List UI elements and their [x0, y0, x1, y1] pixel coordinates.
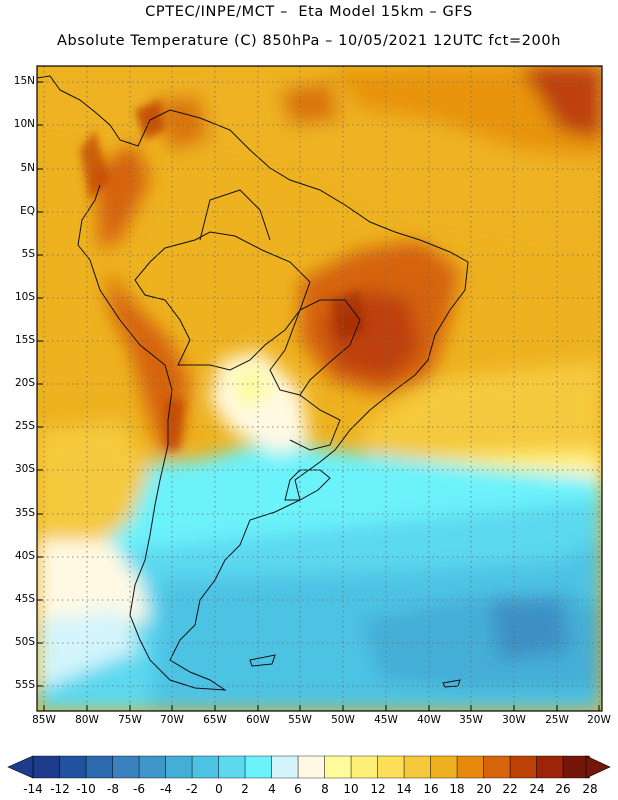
lon-label: 30W [502, 714, 526, 726]
colorbar-label: 2 [241, 782, 249, 796]
colorbar-label: 16 [423, 782, 439, 796]
colorbar-swatch [112, 755, 140, 779]
colorbar-swatch [297, 755, 325, 779]
lat-label: 15S [14, 334, 35, 346]
lat-label: 25S [14, 420, 35, 432]
lat-label: 45S [14, 593, 35, 605]
colorbar-label: 6 [294, 782, 302, 796]
colorbar-low-arrow [7, 755, 34, 779]
lat-label: 15N [13, 75, 35, 87]
lat-label: 10S [14, 291, 35, 303]
lat-label: EQ [20, 205, 35, 217]
colorbar-label: 20 [476, 782, 492, 796]
graticule [37, 66, 602, 711]
lon-label: 85W [32, 714, 56, 726]
lat-label: 40S [14, 550, 35, 562]
colorbar-label: -10 [76, 782, 96, 796]
lat-label: 30S [14, 463, 35, 475]
colorbar-label: -4 [160, 782, 172, 796]
colorbar-label: -12 [50, 782, 70, 796]
axis-ticks [37, 81, 600, 711]
colorbar-label: 4 [268, 782, 276, 796]
colorbar-swatch [403, 755, 431, 779]
colorbar-swatch [32, 755, 60, 779]
colorbar-label: 26 [555, 782, 571, 796]
colorbar-swatch [350, 755, 378, 779]
lat-label: 35S [14, 507, 35, 519]
colorbar-label: -2 [186, 782, 198, 796]
colorbar-swatch [191, 755, 219, 779]
colorbar-label: 14 [396, 782, 412, 796]
lon-label: 40W [417, 714, 441, 726]
colorbar-swatch [165, 755, 193, 779]
colorbar-label: 18 [449, 782, 465, 796]
lat-label: 5S [21, 248, 35, 260]
colorbar-label: 22 [502, 782, 518, 796]
colorbar-label: -6 [133, 782, 145, 796]
lat-label: 5N [20, 162, 35, 174]
colorbar-swatch [85, 755, 113, 779]
colorbar-swatch [483, 755, 511, 779]
lon-label: 45W [374, 714, 398, 726]
lat-label: 10N [13, 118, 35, 130]
lon-label: 50W [331, 714, 355, 726]
colorbar-high-arrow [585, 755, 611, 779]
colorbar [7, 755, 611, 779]
lon-label: 80W [75, 714, 99, 726]
lon-label: 25W [545, 714, 569, 726]
colorbar-swatch [324, 755, 352, 779]
colorbar-label: 24 [529, 782, 545, 796]
colorbar-label: -14 [23, 782, 43, 796]
temperature-field [37, 66, 602, 711]
colorbar-swatch [271, 755, 299, 779]
colorbar-swatch [244, 755, 272, 779]
lat-label: 20S [14, 377, 35, 389]
map-title: CPTEC/INPE/MCT – Eta Model 15km – GFS [145, 4, 473, 20]
colorbar-label: 0 [215, 782, 223, 796]
lon-label: 70W [160, 714, 184, 726]
colorbar-label: -8 [107, 782, 119, 796]
colorbar-swatch [59, 755, 87, 779]
lat-label: 50S [14, 636, 35, 648]
colorbar-label: 10 [343, 782, 359, 796]
lon-label: 65W [203, 714, 227, 726]
colorbar-swatch [456, 755, 484, 779]
lon-label: 75W [118, 714, 142, 726]
lon-label: 55W [288, 714, 312, 726]
colorbar-swatch [377, 755, 405, 779]
colorbar-swatch [138, 755, 166, 779]
map-frame [36, 65, 603, 712]
colorbar-label: 12 [370, 782, 386, 796]
lon-label: 20W [587, 714, 611, 726]
colorbar-swatch [218, 755, 246, 779]
colorbar-swatch [509, 755, 537, 779]
map-subtitle: Absolute Temperature (C) 850hPa – 10/05/… [57, 33, 561, 49]
colorbar-label: 28 [582, 782, 598, 796]
colorbar-swatch [562, 755, 590, 779]
colorbar-swatch [536, 755, 564, 779]
lat-label: 55S [14, 679, 35, 691]
lon-label: 60W [246, 714, 270, 726]
lon-label: 35W [459, 714, 483, 726]
colorbar-swatch [430, 755, 458, 779]
colorbar-label: 8 [321, 782, 329, 796]
